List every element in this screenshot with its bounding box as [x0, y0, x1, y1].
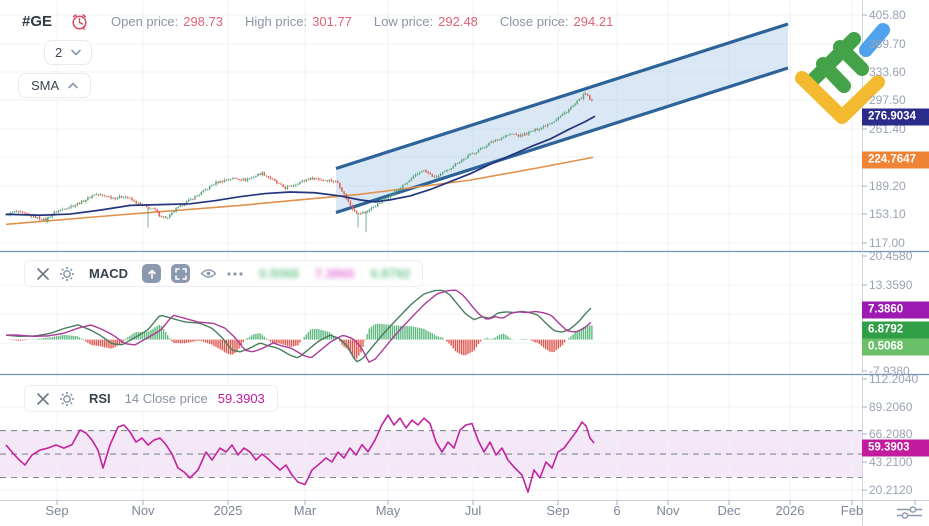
more-options-icon[interactable]: [227, 271, 243, 276]
axis-tick-label: 43.2100: [869, 455, 913, 469]
axis-tick-label: 333.60: [869, 65, 906, 79]
macd-value-signal: 7.3860: [314, 266, 355, 281]
axis-tick-label: 89.2060: [869, 400, 913, 414]
open-price-value: 298.73: [183, 13, 223, 29]
low-price-label: Low price:: [373, 13, 434, 29]
rsi-params: 14 Close price: [124, 391, 208, 406]
move-up-button[interactable]: [142, 264, 161, 283]
toolbar: #GE z Open price: 298.73 High price: 301…: [22, 11, 635, 31]
time-tick-label: Nov: [656, 503, 680, 518]
low-price: Low price: 292.48: [374, 14, 478, 29]
time-tick-label: 2025: [213, 503, 243, 518]
rsi-title: RSI: [89, 391, 111, 406]
timeframe-value: 2: [55, 45, 63, 60]
time-tick-label: Sep: [45, 503, 69, 518]
chevron-down-icon: [71, 49, 82, 56]
axis-value-badge: 6.8792: [862, 321, 929, 339]
eye-icon[interactable]: [200, 268, 217, 279]
price-axis[interactable]: 405.80 369.70 333.60 297.50 261.40 189.20 153.…: [862, 0, 929, 526]
axis-tick-label: 261.40: [869, 122, 906, 136]
macd-title: MACD: [89, 266, 128, 281]
sma-button-label: SMA: [31, 78, 60, 93]
time-axis[interactable]: Sep Nov 2025 Mar May Jul Sep 6 Nov Dec 2026 Feb: [0, 503, 864, 526]
axis-tick-label: 405.80: [869, 8, 906, 22]
axis-value-badge: 0.5068: [862, 338, 929, 356]
market-hours-clock-icon[interactable]: z: [70, 12, 89, 31]
chevron-up-icon: [68, 82, 78, 89]
axis-tick-label: 117.00: [869, 236, 905, 250]
axis-tick-label: 153.10: [869, 207, 906, 221]
high-price-value: 301.77: [312, 13, 352, 29]
axis-tick-label: 66.2080: [869, 427, 913, 441]
low-price-value: 292.48: [438, 13, 478, 29]
time-tick-label: 2026: [775, 503, 805, 518]
axis-tick-label: 20.2120: [869, 483, 913, 497]
axis-tick-label: 13.3590: [869, 278, 913, 292]
time-tick-label: Jul: [464, 503, 482, 518]
close-price: Close price: 294.21: [500, 14, 613, 29]
axis-tick-label: -7.9380: [869, 364, 910, 378]
high-price: High price: 301.77: [245, 14, 352, 29]
svg-text:z: z: [83, 24, 87, 31]
axis-tick-label: 189.20: [869, 179, 906, 193]
axis-tick-label: 297.50: [869, 93, 906, 107]
timeframe-dropdown[interactable]: 2: [44, 40, 93, 65]
open-price-label: Open price:: [111, 13, 179, 29]
sma-indicator-button[interactable]: SMA: [18, 73, 92, 98]
axis-value-badge: 7.3860: [862, 301, 929, 319]
time-tick-label: Sep: [546, 503, 570, 518]
time-tick-label: May: [375, 503, 401, 518]
gear-icon[interactable]: [59, 391, 75, 407]
macd-value-hist: 0.5068: [259, 266, 299, 281]
time-tick-label: Nov: [131, 503, 155, 518]
axis-value-badge: 59.3903: [862, 439, 929, 457]
time-tick-label: Feb: [840, 503, 864, 518]
rsi-value: 59.3903: [217, 391, 265, 406]
close-icon[interactable]: [37, 267, 49, 280]
axis-value-badge: 224.7647: [862, 151, 929, 169]
rsi-panel-header: RSI 14 Close price 59.3903: [24, 385, 278, 412]
axis-settings-icon[interactable]: [897, 505, 922, 520]
close-icon[interactable]: [37, 392, 49, 405]
litefinance-logo: [795, 23, 890, 124]
axis-tick-label: 20.4580: [869, 249, 913, 263]
symbol-label: #GE: [22, 12, 53, 30]
close-price-value: 294.21: [573, 13, 614, 29]
macd-value-main: 6.8792: [370, 266, 411, 281]
axis-tick-label: 112.2040: [869, 372, 919, 386]
gear-icon[interactable]: [59, 266, 75, 282]
open-price: Open price: 298.73: [111, 14, 223, 29]
time-tick-label: Dec: [717, 503, 741, 518]
close-price-label: Close price:: [499, 13, 569, 29]
time-tick-label: 6: [613, 503, 621, 518]
fullscreen-button[interactable]: [171, 264, 190, 283]
time-tick-label: Mar: [293, 503, 317, 518]
axis-tick-label: 369.70: [869, 37, 906, 51]
macd-panel-header: MACD 0.5068 7.3860 6.8792: [24, 260, 424, 287]
axis-value-badge: 276.9034: [862, 108, 929, 126]
high-price-label: High price:: [244, 13, 308, 29]
